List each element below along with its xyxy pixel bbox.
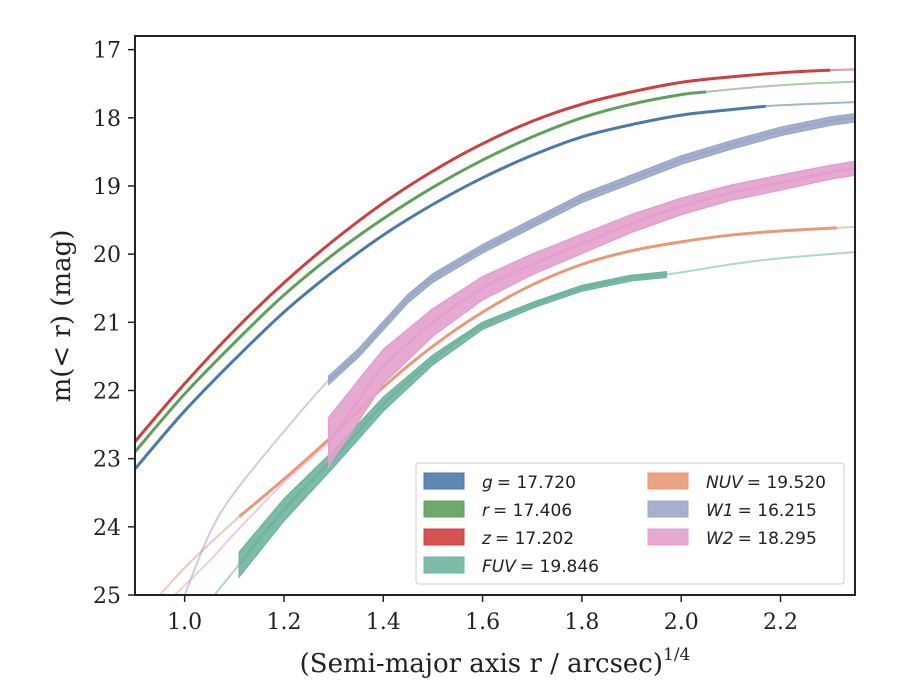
legend-band-value: = 19.520 <box>747 473 826 493</box>
legend-band-value: = 17.202 <box>495 529 574 549</box>
y-axis-ticks: 17 18 19 20 21 22 23 24 25 <box>93 39 135 609</box>
y-tick-label: 23 <box>93 448 121 473</box>
legend-band-name: FUV <box>482 557 517 577</box>
y-tick-label: 24 <box>93 516 121 541</box>
legend-label-g: g = 17.720 <box>482 473 576 493</box>
legend-band-value: = 18.295 <box>738 529 817 549</box>
legend-swatch-w1 <box>647 500 689 518</box>
x-tick-label: 1.0 <box>167 610 202 635</box>
legend-swatch-w2 <box>647 528 689 546</box>
legend-band-name: W1 <box>706 501 734 521</box>
legend-label-w2: W2 = 18.295 <box>706 529 817 549</box>
x-tick-label: 2.0 <box>664 610 699 635</box>
legend-label-w1: W1 = 16.215 <box>706 501 817 521</box>
x-tick-label: 1.8 <box>564 610 599 635</box>
series-w1-band <box>327 112 855 387</box>
plot-frame <box>134 35 856 596</box>
series-z-line <box>135 68 831 443</box>
legend-swatch-nuv <box>647 472 689 490</box>
y-tick-label: 22 <box>93 379 121 404</box>
legend-band-name: W2 <box>706 529 734 549</box>
legend-label-nuv: NUV = 19.520 <box>706 473 826 493</box>
x-axis-title: (Semi-major axis r / arcsec)1/4 <box>300 645 691 679</box>
legend-swatch-fuv <box>423 556 465 574</box>
x-tick-label: 1.2 <box>266 610 301 635</box>
series-fuv-band <box>238 271 668 579</box>
y-tick-label: 21 <box>93 311 121 336</box>
series-w2-line <box>327 166 855 443</box>
series-fuv-line <box>238 273 667 566</box>
series-g-line <box>135 104 766 470</box>
x-tick-label: 2.2 <box>763 610 798 635</box>
x-tick-label: 1.6 <box>465 610 500 635</box>
series-w2-band <box>327 160 855 468</box>
y-tick-label: 25 <box>93 584 121 609</box>
y-tick-label: 19 <box>93 175 121 200</box>
legend-label-r: r = 17.406 <box>482 501 572 521</box>
legend-band-value: = 19.846 <box>520 557 599 577</box>
legend-band-value: = 17.720 <box>497 473 576 493</box>
legend-swatch-g <box>423 472 465 490</box>
legend-frame <box>415 462 845 585</box>
y-tick-label: 17 <box>93 39 121 64</box>
y-tick-label: 20 <box>93 243 121 268</box>
x-axis-ticks: 1.0 1.2 1.4 1.6 1.8 2.0 2.2 <box>167 595 798 635</box>
legend-swatch-z <box>423 528 465 546</box>
series-layer <box>135 68 855 595</box>
legend-band-name: g <box>482 473 493 493</box>
y-tick-label: 18 <box>93 107 121 132</box>
legend-band-value: = 17.406 <box>493 501 572 521</box>
legend-band-name: NUV <box>706 473 744 493</box>
legend-band-name: z <box>481 529 492 549</box>
series-w1-line <box>327 116 855 382</box>
legend-label-z: z = 17.202 <box>481 529 574 549</box>
series-r-line <box>135 90 707 453</box>
legend-swatch-r <box>423 500 465 518</box>
legend-band-name: r <box>482 501 490 521</box>
legend-band-value: = 16.215 <box>738 501 817 521</box>
y-axis-title: m(< r) (mag) <box>47 230 77 403</box>
legend-label-fuv: FUV = 19.846 <box>482 557 599 577</box>
x-tick-label: 1.4 <box>366 610 401 635</box>
